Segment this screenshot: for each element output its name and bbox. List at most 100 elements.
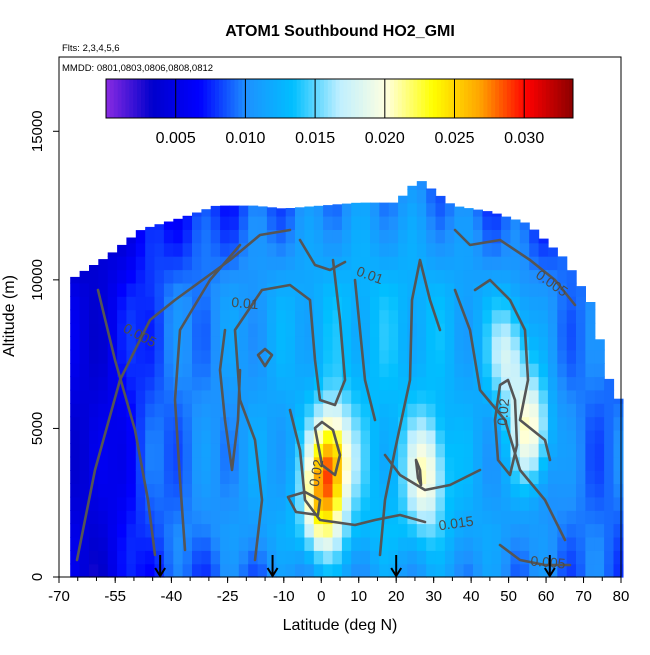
heatmap-cell	[229, 523, 240, 538]
heatmap-cell	[388, 256, 399, 271]
heatmap-cell	[248, 282, 259, 297]
heatmap-cell	[154, 429, 165, 444]
heatmap-cell	[426, 189, 437, 204]
heatmap-cell	[444, 269, 455, 284]
heatmap-cell	[248, 349, 259, 364]
colorbar-swatch	[545, 79, 551, 118]
heatmap-cell	[576, 470, 586, 484]
colorbar-swatch	[113, 79, 119, 118]
heatmap-cell	[182, 256, 193, 271]
colorbar-swatch	[390, 79, 395, 118]
heatmap-cell	[613, 563, 624, 578]
heatmap-cell	[163, 349, 174, 364]
heatmap-cell	[482, 429, 493, 444]
heatmap-cell	[435, 216, 446, 230]
heatmap-cell	[295, 336, 305, 351]
heatmap-cell	[519, 309, 530, 324]
colorbar-swatch	[292, 79, 298, 118]
heatmap-cell	[248, 550, 259, 565]
heatmap-cell	[538, 429, 549, 444]
heatmap-cell	[285, 269, 296, 284]
heatmap-cell	[126, 389, 137, 404]
heatmap-cell	[557, 536, 568, 551]
heatmap-cell	[398, 195, 409, 204]
colorbar-swatch	[238, 79, 243, 118]
heatmap-cell	[98, 336, 109, 351]
heatmap-cell	[135, 523, 146, 538]
heatmap-cell	[201, 216, 212, 230]
heatmap-cell	[238, 376, 249, 391]
heatmap-cell	[220, 242, 231, 257]
heatmap-cell	[89, 403, 99, 418]
heatmap-cell	[107, 296, 118, 311]
heatmap-cell	[416, 443, 427, 458]
heatmap-cell	[98, 470, 109, 484]
heatmap-cell	[370, 256, 380, 271]
heatmap-cell	[266, 510, 277, 525]
heatmap-cell	[276, 296, 287, 311]
heatmap-cell	[210, 443, 221, 458]
heatmap-cell	[145, 456, 156, 471]
heatmap-cell	[454, 563, 465, 578]
heatmap-cell	[463, 336, 474, 351]
x-tick-label: -70	[48, 588, 70, 605]
heatmap-cell	[145, 376, 156, 391]
heatmap-cell	[304, 349, 315, 364]
colorbar-swatch	[460, 79, 465, 118]
heatmap-cell	[98, 403, 109, 418]
heatmap-cell	[238, 523, 249, 538]
contour-line	[286, 490, 322, 517]
heatmap-cell	[192, 322, 202, 337]
colorbar-swatch	[347, 79, 352, 118]
heatmap-cell	[238, 483, 249, 498]
heatmap-cell	[135, 510, 146, 525]
heatmap-cell	[126, 403, 137, 418]
heatmap-cell	[538, 282, 549, 297]
heatmap-cell	[295, 563, 305, 578]
heatmap-cell	[566, 376, 577, 391]
heatmap-cell	[182, 416, 193, 431]
heatmap-cell	[426, 510, 437, 525]
colorbar-swatch	[506, 79, 512, 118]
heatmap-cell	[182, 456, 193, 471]
heatmap-cell	[482, 416, 493, 431]
heatmap-cell	[285, 470, 296, 484]
heatmap-cell	[529, 336, 540, 351]
heatmap-cell	[529, 282, 540, 297]
heatmap-cell	[126, 336, 137, 351]
heatmap-cell	[145, 483, 156, 498]
heatmap-cell	[388, 389, 399, 404]
heatmap-cell	[529, 309, 540, 324]
heatmap-cell	[276, 443, 287, 458]
heatmap-cell	[145, 563, 156, 578]
heatmap-cell	[360, 523, 371, 538]
heatmap-cell	[229, 269, 240, 284]
heatmap-cell	[220, 349, 231, 364]
heatmap-cell	[473, 483, 483, 498]
heatmap-cell	[407, 496, 418, 511]
colorbar-swatch	[257, 79, 263, 118]
heatmap-cell	[135, 256, 146, 271]
heatmap-cell	[547, 282, 558, 297]
heatmap-cell	[238, 456, 249, 471]
heatmap-cell	[323, 416, 334, 431]
heatmap-cell	[398, 349, 409, 364]
heatmap-cell	[135, 309, 146, 324]
heatmap-cell	[117, 269, 128, 284]
heatmap-cell	[566, 536, 577, 551]
heatmap-cell	[585, 416, 596, 431]
heatmap-cell	[257, 536, 268, 551]
heatmap-cell	[257, 510, 268, 525]
contour-line	[75, 228, 292, 562]
heatmap-cell	[107, 536, 118, 551]
heatmap-cell	[304, 363, 315, 378]
heatmap-cell	[238, 510, 249, 525]
heatmap-cell	[210, 563, 221, 578]
heatmap-cell	[201, 229, 212, 244]
heatmap-cell	[454, 322, 465, 337]
heatmap-cell	[182, 376, 193, 391]
heatmap-cell	[416, 269, 427, 284]
heatmap-cell	[351, 483, 362, 498]
heatmap-cell	[220, 216, 231, 230]
heatmap-cell	[407, 229, 418, 244]
